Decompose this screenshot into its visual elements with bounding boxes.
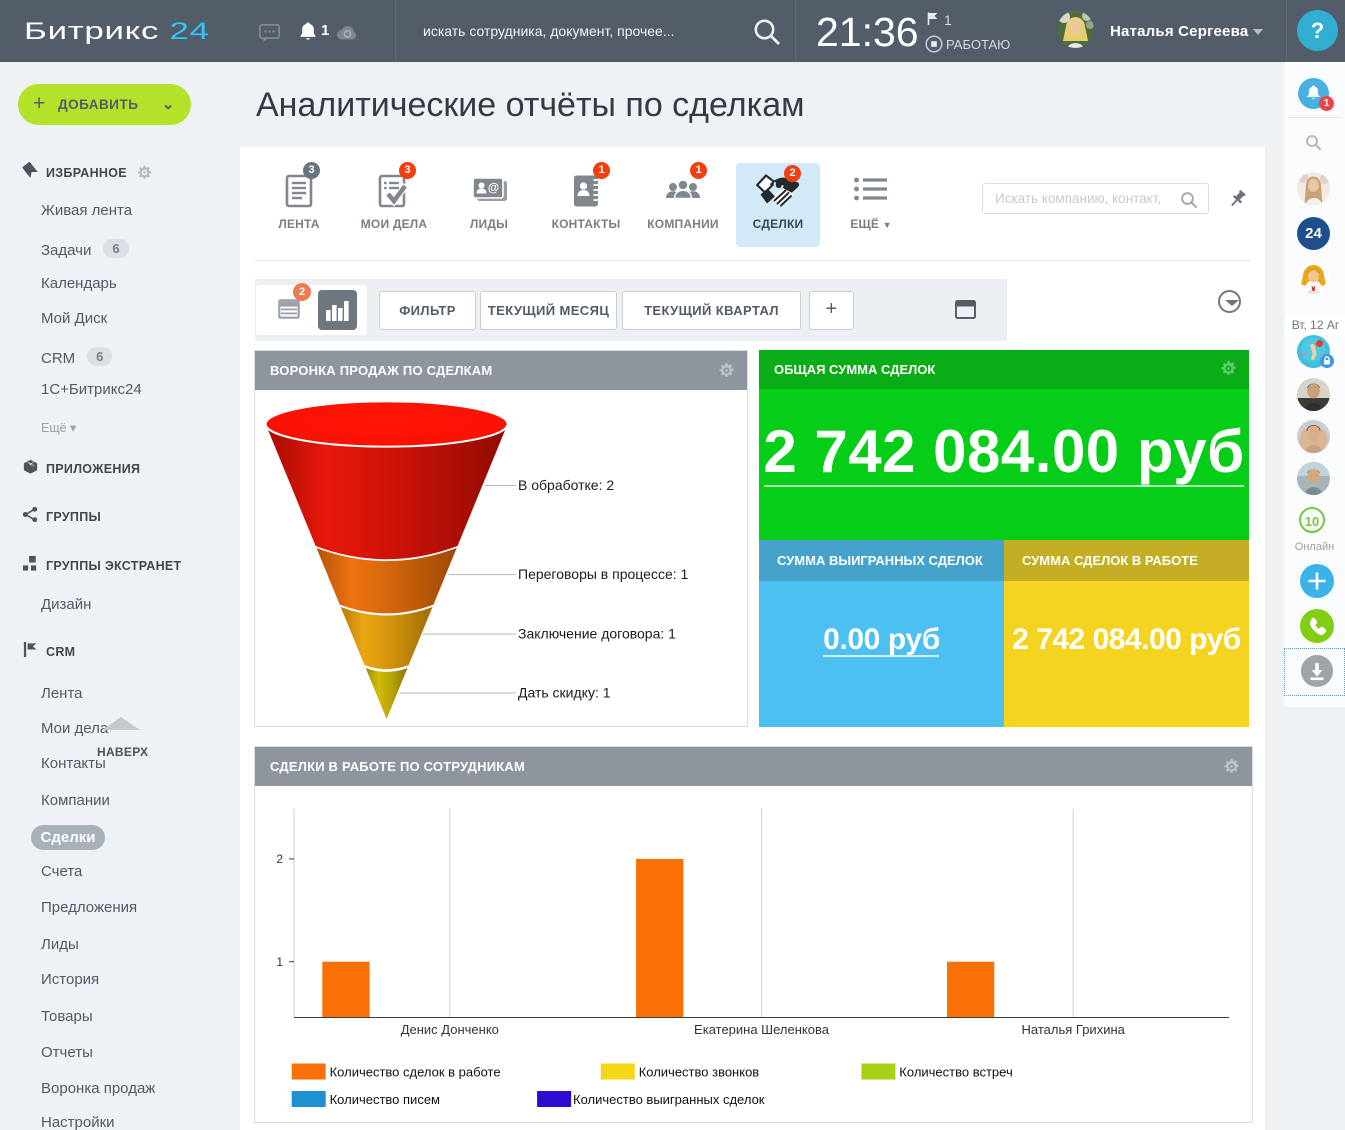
- svg-text:@: @: [488, 183, 499, 195]
- svg-text:Переговоры в процессе: 1: Переговоры в процессе: 1: [518, 566, 689, 582]
- svg-text:Денис Донченко: Денис Донченко: [401, 1022, 499, 1037]
- svg-text:Наталья Грихина: Наталья Грихина: [1022, 1022, 1126, 1037]
- svg-text:Заключение договора: 1: Заключение договора: 1: [518, 626, 676, 642]
- svg-text:Дать скидку: 1: Дать скидку: 1: [518, 685, 611, 701]
- svg-text:1: 1: [276, 955, 283, 969]
- svg-text:Количество выигранных сделок: Количество выигранных сделок: [573, 1092, 765, 1107]
- svg-text:В обработке: 2: В обработке: 2: [518, 477, 614, 493]
- svg-text:2: 2: [276, 852, 283, 866]
- svg-text:Екатерина Шеленкова: Екатерина Шеленкова: [694, 1022, 830, 1037]
- svg-text:Количество звонков: Количество звонков: [639, 1065, 760, 1080]
- svg-text:Количество сделок в работе: Количество сделок в работе: [330, 1065, 501, 1080]
- svg-text:Количество писем: Количество писем: [330, 1092, 440, 1107]
- svg-text:Количество встреч: Количество встреч: [899, 1065, 1012, 1080]
